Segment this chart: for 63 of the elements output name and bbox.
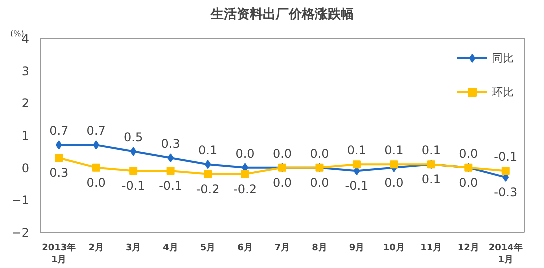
data-label: 0.0	[310, 176, 330, 190]
point	[352, 160, 361, 169]
point	[130, 167, 138, 176]
x-tick-label: 2013年 1月	[42, 242, 76, 266]
y-tick-label: 1	[22, 129, 30, 143]
x-tick-label: 3月	[126, 242, 142, 254]
chart-title: 生活资料出厂价格涨跌幅	[210, 8, 354, 22]
point	[56, 140, 62, 150]
data-label: 0.7	[50, 124, 69, 138]
x-tick-label: 2月	[88, 242, 104, 254]
data-label: 0.3	[161, 137, 180, 152]
data-label: 0.3	[50, 166, 69, 180]
x-tick-label: 2014年 1月	[488, 242, 523, 266]
data-label: 0.0	[272, 146, 292, 161]
y-axis-title: (%)	[10, 30, 24, 38]
data-label: 0.5	[124, 130, 144, 145]
y-tick-label: 3	[22, 64, 30, 78]
data-label: 0.1	[422, 144, 441, 158]
data-label: 0.0	[384, 176, 404, 190]
data-label: -0.1	[159, 179, 183, 194]
data-label: 0.0	[459, 176, 478, 190]
point	[92, 164, 100, 172]
x-tick-label: 10月	[383, 242, 405, 254]
x-tick-label: 11月	[420, 242, 442, 254]
data-label: 0.1	[347, 144, 367, 158]
data-label: 0.1	[198, 144, 218, 158]
data-label: 0.1	[422, 172, 441, 187]
data-label: -0.2	[196, 182, 220, 196]
data-label: -0.1	[494, 150, 518, 164]
legend-label: 同比	[492, 50, 514, 66]
point	[502, 167, 510, 176]
point	[204, 170, 212, 178]
data-label: -0.2	[234, 182, 257, 196]
point	[241, 170, 250, 178]
x-tick-label: 4月	[163, 242, 178, 254]
x-tick-label: 6月	[238, 242, 253, 254]
data-label: -0.1	[345, 179, 369, 194]
y-tick-label: −1	[12, 194, 30, 208]
data-label: -0.1	[122, 179, 146, 194]
y-tick-label: −2	[12, 226, 30, 240]
point	[390, 160, 398, 169]
data-label: 0.0	[272, 176, 292, 190]
point	[93, 140, 100, 150]
data-label: 0.0	[86, 176, 106, 190]
x-tick-label: 9月	[349, 242, 365, 254]
data-label: 0.7	[86, 124, 106, 138]
data-label: 0.1	[384, 144, 404, 158]
data-label: 0.0	[236, 146, 255, 161]
y-tick-label: 4	[22, 32, 30, 46]
point	[55, 154, 64, 162]
x-tick-label: 7月	[274, 242, 290, 254]
point	[204, 160, 212, 170]
y-tick-label: 2	[22, 96, 30, 111]
x-tick-label: 12月	[458, 242, 480, 254]
data-label: -0.3	[494, 186, 518, 200]
y-tick-label: 0	[22, 161, 30, 176]
x-tick-label: 8月	[312, 242, 328, 254]
point	[130, 147, 137, 156]
data-label: 0.0	[459, 146, 478, 161]
legend-label: 环比	[492, 84, 514, 100]
x-tick-label: 5月	[200, 242, 216, 254]
data-label: 0.0	[310, 146, 330, 161]
point	[166, 167, 175, 176]
